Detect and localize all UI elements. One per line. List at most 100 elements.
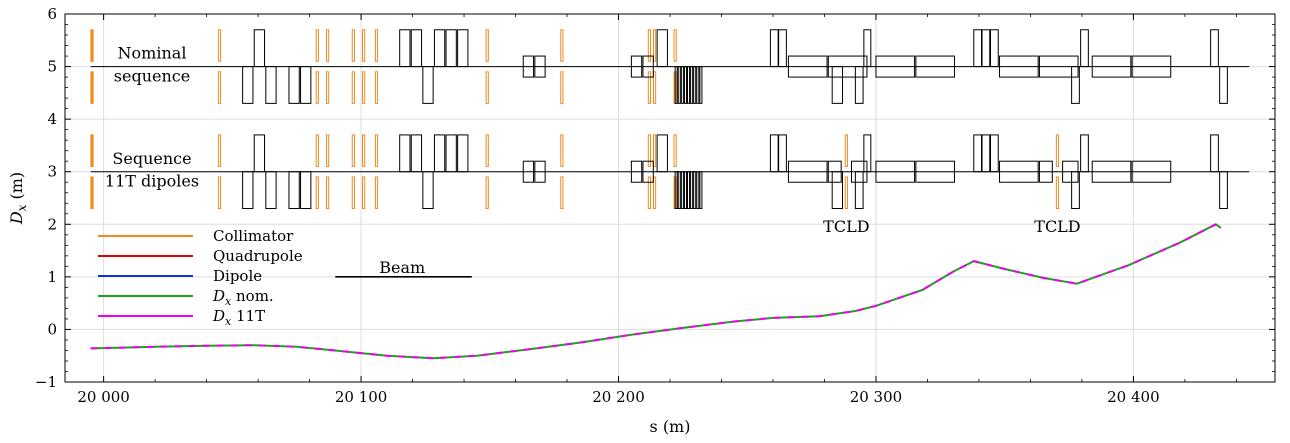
main-dipole	[787, 160, 828, 183]
quadrupole	[1219, 171, 1228, 210]
quadrupole	[265, 171, 277, 210]
quadrupole	[831, 66, 843, 104]
quadrupole	[990, 134, 999, 173]
quadrupole	[1210, 134, 1219, 173]
collimator-upper	[325, 134, 330, 167]
collimator-upper	[1055, 134, 1060, 167]
short-dipole	[522, 160, 535, 183]
thin-element	[674, 66, 678, 104]
quadrupole	[990, 29, 999, 68]
thin-element	[690, 66, 694, 104]
x-tick-label: 20 200	[592, 388, 645, 406]
collimator-lower	[374, 71, 379, 104]
collimator-upper	[362, 134, 366, 167]
collimator-lower	[647, 176, 652, 210]
main-dipole	[915, 55, 955, 78]
collimator-upper	[647, 134, 652, 167]
collimator-upper	[362, 29, 366, 62]
collimator-lower	[362, 176, 366, 210]
collimator-lower	[351, 176, 355, 210]
main-dipole	[999, 160, 1039, 183]
collimator-lower	[90, 71, 94, 104]
quadrupole	[253, 134, 266, 173]
collimator-lower	[560, 71, 564, 104]
quadrupole	[422, 171, 434, 210]
collimator-upper	[673, 29, 677, 62]
quadrupole	[831, 171, 843, 210]
collimator-lower	[485, 71, 489, 104]
y-tick-label: 3	[47, 163, 57, 181]
x-tick-label: 20 400	[1107, 388, 1160, 406]
thin-element	[683, 171, 687, 210]
short-dipole	[642, 160, 654, 183]
collimator-upper	[374, 29, 379, 62]
quadrupole	[288, 171, 300, 210]
collimator-lower	[1055, 176, 1060, 210]
main-dipole	[787, 55, 828, 78]
collimator-lower	[217, 71, 222, 104]
short-dipole	[630, 160, 643, 183]
quadrupole	[399, 29, 411, 68]
collimator-upper	[560, 134, 564, 167]
legend: Collimator Quadrupole Dipole Dx nom.Dx 11T	[98, 227, 303, 328]
collimator-lower	[325, 71, 330, 104]
quadrupole	[1210, 29, 1219, 68]
quadrupole	[981, 29, 991, 68]
quadrupole	[410, 29, 423, 68]
beam-label: Beam	[379, 258, 425, 277]
collimator-lower	[315, 176, 319, 210]
collimator-lower	[844, 176, 848, 210]
thin-element	[699, 171, 703, 210]
quadrupole	[1080, 29, 1089, 68]
x-axis-title: s (m)	[650, 417, 691, 436]
short-dipole	[630, 55, 643, 78]
y-tick-label: 4	[47, 110, 57, 128]
quadrupole	[457, 29, 469, 68]
eleven-t-dipole	[851, 160, 868, 183]
y-tick-label: 0	[47, 320, 57, 338]
quadrupole	[769, 29, 779, 68]
tcld-label-2: TCLD	[1034, 217, 1080, 236]
main-dipole	[1091, 55, 1132, 78]
main-dipole	[1091, 160, 1132, 183]
quadrupole	[656, 134, 668, 173]
thin-element	[680, 171, 684, 210]
collimator-upper	[351, 29, 355, 62]
quadrupole	[854, 171, 864, 210]
legend-label: Collimator	[213, 227, 294, 245]
quadrupole	[854, 66, 864, 104]
quadrupole	[1071, 66, 1080, 104]
collimator-upper	[485, 134, 489, 167]
quadrupole	[288, 66, 300, 104]
main-dipole	[915, 160, 955, 183]
collimator-upper	[315, 134, 319, 167]
quadrupole	[778, 134, 787, 173]
y-tick-label: −1	[35, 373, 57, 391]
eleven-t-dipole	[1062, 160, 1079, 183]
nominal-sequence-label-line1: Nominal	[118, 44, 187, 63]
thin-element	[674, 171, 678, 210]
thin-element	[683, 66, 687, 104]
lattice-elements	[90, 29, 1250, 210]
main-dipole	[1038, 55, 1079, 78]
legend-label: Quadrupole	[213, 247, 303, 265]
eleven-t-sequence-label-line1: Sequence	[112, 149, 191, 168]
nominal-sequence	[90, 29, 1250, 104]
legend-label: Dx 11T	[212, 307, 265, 328]
collimator-lower	[560, 176, 564, 210]
short-dipole	[534, 160, 546, 183]
quadrupole	[242, 66, 254, 104]
collimator-upper	[217, 134, 222, 167]
collimator-upper	[90, 134, 94, 167]
quadrupole	[253, 29, 266, 68]
quadrupole	[769, 134, 779, 173]
quadrupole	[300, 66, 312, 104]
collimator-lower	[652, 176, 657, 210]
collimator-upper	[217, 29, 222, 62]
collimator-upper	[485, 29, 489, 62]
y-tick-label: 6	[47, 5, 57, 23]
collimator-upper	[315, 29, 319, 62]
quadrupole	[656, 29, 668, 68]
quadrupole	[1080, 134, 1089, 173]
collimator-lower	[485, 176, 489, 210]
